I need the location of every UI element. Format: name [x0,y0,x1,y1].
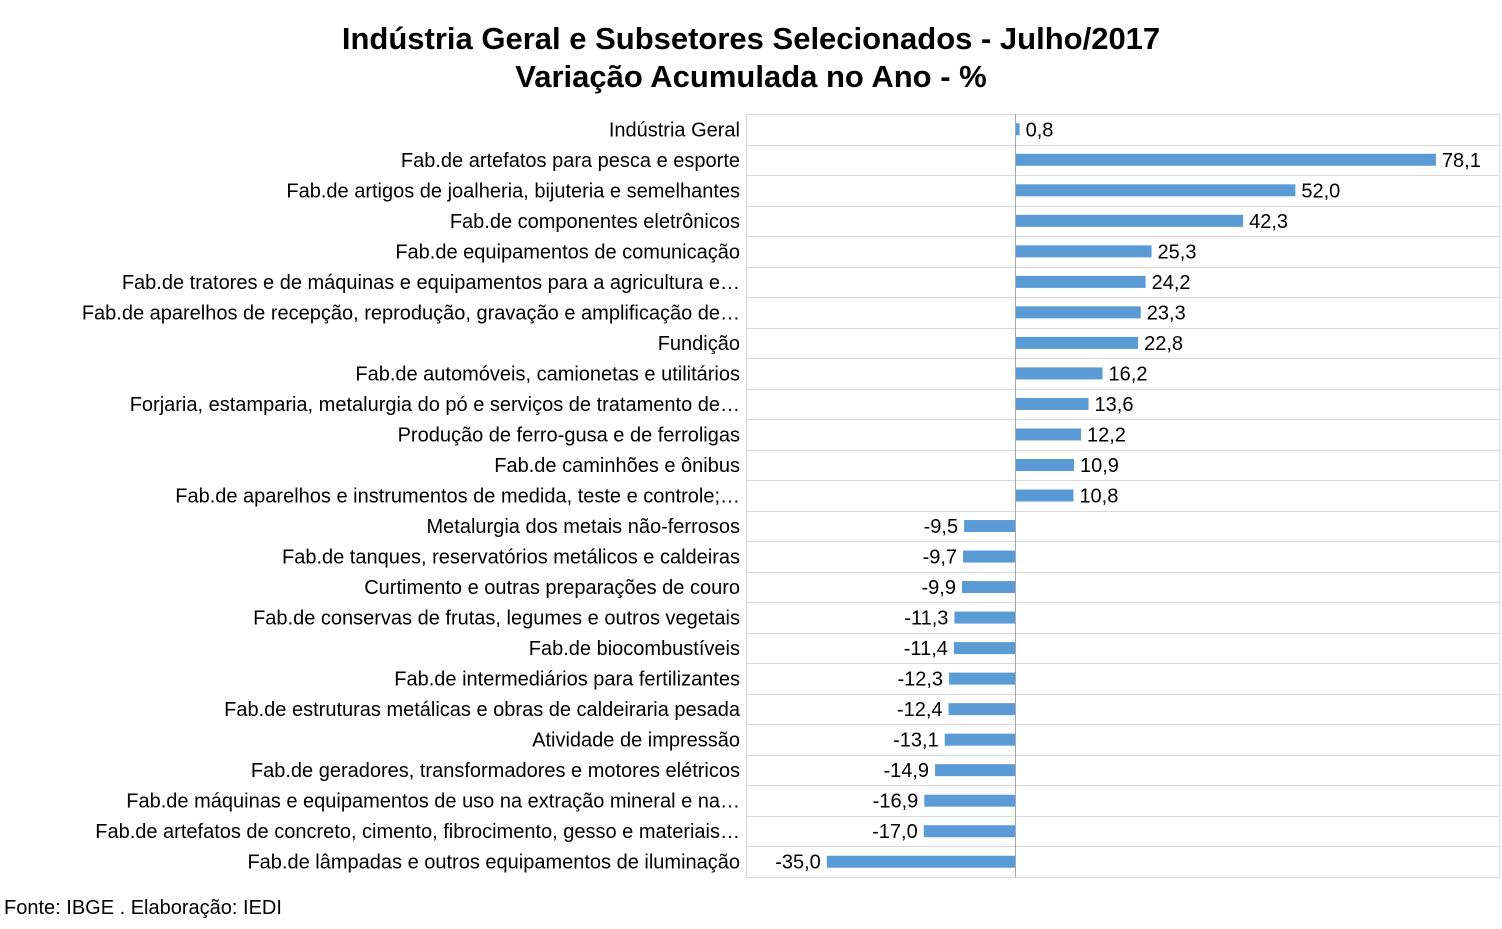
category-label: Forjaria, estamparia, metalurgia do pó e… [130,394,740,416]
data-label: -9,9 [921,577,955,599]
bar [1015,275,1146,288]
data-label: 78,1 [1442,150,1481,172]
data-label: 12,2 [1087,424,1126,446]
data-label: -35,0 [775,852,821,874]
data-label: -9,5 [924,516,958,538]
data-label: -13,1 [893,730,939,752]
bar [1015,489,1074,502]
data-label: 16,2 [1109,363,1148,385]
bar [953,642,1016,655]
category-label: Fab.de artigos de joalheria, bijuteria e… [286,180,740,202]
bar [1015,153,1436,166]
data-label: 22,8 [1144,333,1183,355]
category-label: Fab.de geradores, transformadores e moto… [251,760,740,782]
data-label: -12,4 [897,699,943,721]
data-label: -14,9 [883,760,929,782]
bar [1015,123,1020,136]
bar [1015,214,1244,227]
chart-title: Indústria Geral e Subsetores Selecionado… [341,21,1161,56]
category-label: Fab.de automóveis, camionetas e utilitár… [355,363,740,385]
category-label: Fab.de tratores e de máquinas e equipame… [122,272,740,294]
bar [963,550,1016,563]
chart-title-block: Indústria Geral e Subsetores Selecionado… [0,20,1502,96]
data-label: 42,3 [1249,211,1288,233]
data-label: -16,9 [873,791,919,813]
data-label: 10,8 [1079,486,1118,508]
chart-subtitle: Variação Acumulada no Ano - % [515,59,987,94]
category-label: Produção de ferro-gusa e de ferroligas [398,424,740,446]
bar [1015,306,1141,319]
bar [961,581,1016,594]
bar [935,764,1016,777]
bar [923,825,1016,838]
data-label: -11,4 [904,638,948,660]
bar [949,672,1016,685]
bar [826,855,1016,868]
category-label: Fab.de equipamentos de comunicação [395,241,740,263]
data-label: 13,6 [1095,394,1134,416]
category-label: Fab.de artefatos de concreto, cimento, f… [95,821,740,843]
category-label: Fab.de componentes eletrônicos [450,211,740,233]
bar [1015,336,1139,349]
bar [924,794,1016,807]
category-label: Indústria Geral [609,119,740,141]
data-label: -11,3 [904,608,948,630]
category-label: Curtimento e outras preparações de couro [364,577,740,599]
data-label: 0,8 [1026,119,1054,141]
category-label: Fab.de tanques, reservatórios metálicos … [282,547,740,569]
category-label: Fab.de aparelhos e instrumentos de medid… [175,486,740,508]
bar [1015,458,1074,471]
bar [948,703,1016,716]
data-label: 52,0 [1301,180,1340,202]
data-label: -17,0 [872,821,918,843]
data-label: 23,3 [1147,302,1186,324]
category-label: Fab.de intermediários para fertilizantes [394,669,740,691]
category-label: Fab.de artefatos para pesca e esporte [401,150,740,172]
data-label: -9,7 [923,547,957,569]
category-label: Atividade de impressão [532,730,740,752]
bar [944,733,1016,746]
category-label: Metalurgia dos metais não-ferrosos [427,516,740,538]
bar [964,520,1016,533]
category-label: Fundição [658,333,740,355]
data-label: 25,3 [1158,241,1197,263]
bar [1015,367,1103,380]
category-label: Fab.de biocombustíveis [529,638,740,660]
bar [954,611,1016,624]
data-label: 24,2 [1152,272,1191,294]
source-note: Fonte: IBGE . Elaboração: IEDI [4,897,282,919]
bar [1015,428,1081,441]
category-label: Fab.de máquinas e equipamentos de uso na… [126,791,740,813]
data-label: 10,9 [1080,455,1119,477]
category-label: Fab.de aparelhos de recepção, reprodução… [82,302,740,324]
data-label: -12,3 [897,669,943,691]
bar [1015,184,1296,197]
category-label: Fab.de caminhões e ônibus [494,455,740,477]
category-label: Fab.de estruturas metálicas e obras de c… [224,699,741,721]
bar [1015,245,1152,258]
category-label: Fab.de conservas de frutas, legumes e ou… [253,608,740,630]
bar [1015,397,1089,410]
category-label: Fab.de lâmpadas e outros equipamentos de… [247,852,740,874]
